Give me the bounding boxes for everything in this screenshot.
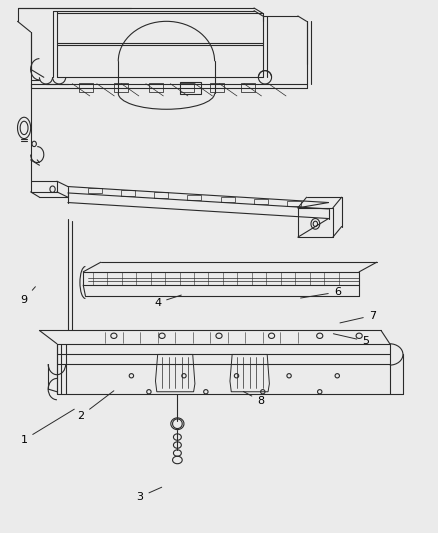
Text: 2: 2 [78, 391, 114, 421]
Bar [114, 83, 128, 92]
Bar [79, 83, 93, 92]
Bar [180, 83, 194, 92]
Text: 1: 1 [21, 409, 74, 445]
Text: 5: 5 [333, 334, 369, 346]
Text: 9: 9 [21, 287, 35, 304]
Bar [149, 83, 163, 92]
Text: 6: 6 [300, 287, 341, 298]
Text: 4: 4 [154, 295, 181, 308]
Bar [210, 83, 224, 92]
Text: 3: 3 [137, 487, 162, 502]
Text: 7: 7 [340, 311, 376, 323]
Text: 8: 8 [244, 391, 264, 406]
Bar [180, 82, 201, 94]
Bar [241, 83, 255, 92]
